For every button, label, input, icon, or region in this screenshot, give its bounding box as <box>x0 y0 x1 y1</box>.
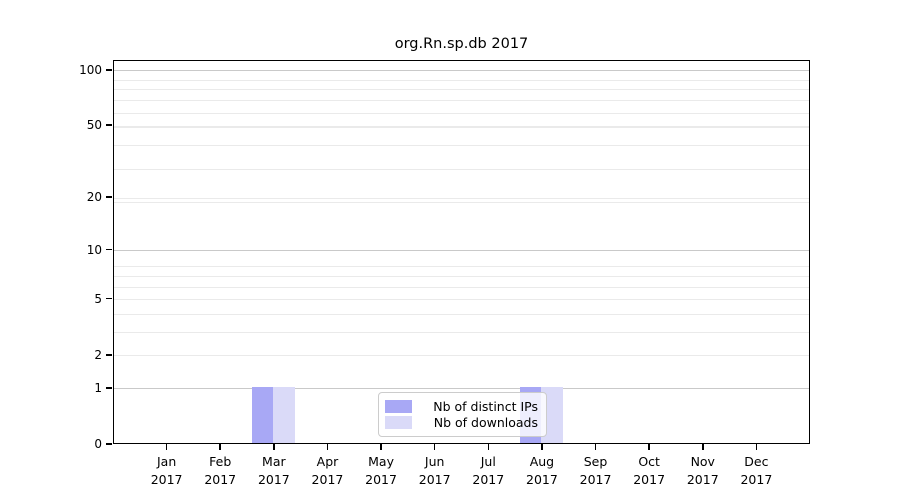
minor-gridline <box>114 197 809 199</box>
y-tick-label: 5 <box>94 291 102 306</box>
x-tick-label: Nov 2017 <box>686 454 719 487</box>
legend-item-downloads: Nb of downloads <box>385 415 538 430</box>
x-tick-mark <box>326 444 329 450</box>
x-tick-mark <box>165 444 168 450</box>
legend-label-downloads: Nb of downloads <box>433 415 538 430</box>
x-tick-mark <box>702 444 704 450</box>
x-tick-label: May 2017 <box>365 454 397 487</box>
legend-swatch-distinct-ips-icon <box>385 400 412 413</box>
legend-item-distinct-ips: Nb of distinct IPs <box>385 399 538 414</box>
y-tick-mark <box>106 387 112 389</box>
legend-label-distinct-ips: Nb of distinct IPs <box>433 399 538 414</box>
minor-gridline <box>114 145 809 147</box>
x-tick-mark <box>380 444 382 450</box>
x-tick-label: Jun 2017 <box>418 454 451 487</box>
y-tick-label: 2 <box>94 347 102 362</box>
x-tick-label: Sep 2017 <box>579 454 612 487</box>
minor-gridline <box>114 299 809 301</box>
y-tick-mark <box>106 196 112 198</box>
y-tick-label: 20 <box>86 190 102 205</box>
x-tick-label: Jan 2017 <box>150 454 183 487</box>
y-tick-label: 10 <box>86 242 102 257</box>
minor-gridline <box>114 168 809 170</box>
x-tick-label: Dec 2017 <box>740 454 773 487</box>
plot-area <box>113 60 810 444</box>
minor-gridline <box>114 112 809 114</box>
y-tick-mark <box>106 297 112 300</box>
minor-gridline <box>114 314 809 315</box>
minor-gridline <box>114 125 809 127</box>
bar-distinct-ips-mar <box>251 387 274 444</box>
y-tick-label: 1 <box>94 380 102 395</box>
major-gridline <box>114 388 809 390</box>
x-tick-label: Aug 2017 <box>526 454 558 487</box>
x-tick-label: Oct 2017 <box>633 454 666 487</box>
y-tick-mark <box>106 443 112 445</box>
x-tick-mark <box>487 444 490 450</box>
y-tick-mark <box>106 69 112 71</box>
y-tick-label: 100 <box>79 62 102 77</box>
x-tick-mark <box>541 444 543 450</box>
minor-gridline <box>114 275 809 277</box>
bar-downloads-mar <box>273 387 295 444</box>
minor-gridline <box>114 355 809 357</box>
minor-gridline <box>114 286 809 288</box>
x-tick-mark <box>648 444 650 450</box>
y-tick-label: 50 <box>86 118 102 133</box>
chart-title: org.Rn.sp.db 2017 <box>394 36 529 52</box>
y-tick-mark <box>106 248 112 251</box>
y-tick-label: 0 <box>94 437 102 451</box>
x-tick-mark <box>433 444 436 450</box>
x-tick-mark <box>755 444 758 450</box>
x-tick-mark <box>273 444 275 450</box>
y-tick-mark <box>106 124 112 126</box>
major-gridline <box>114 70 809 72</box>
minor-gridline <box>114 332 809 334</box>
x-tick-label: Apr 2017 <box>311 454 344 487</box>
x-tick-label: Mar 2017 <box>257 454 290 487</box>
minor-gridline <box>114 201 809 203</box>
minor-gridline <box>114 127 809 129</box>
minor-gridline <box>114 266 809 268</box>
x-tick-label: Feb 2017 <box>204 454 237 487</box>
minor-gridline <box>114 100 809 102</box>
major-gridline <box>114 250 809 252</box>
minor-gridline <box>114 89 809 91</box>
x-tick-mark <box>219 444 221 450</box>
y-tick-mark <box>106 354 112 356</box>
minor-gridline <box>114 79 809 81</box>
x-tick-label: Jul 2017 <box>472 454 505 487</box>
legend: Nb of distinct IPs Nb of downloads <box>378 392 547 437</box>
x-tick-mark <box>594 444 597 450</box>
legend-swatch-downloads-icon <box>385 416 412 429</box>
